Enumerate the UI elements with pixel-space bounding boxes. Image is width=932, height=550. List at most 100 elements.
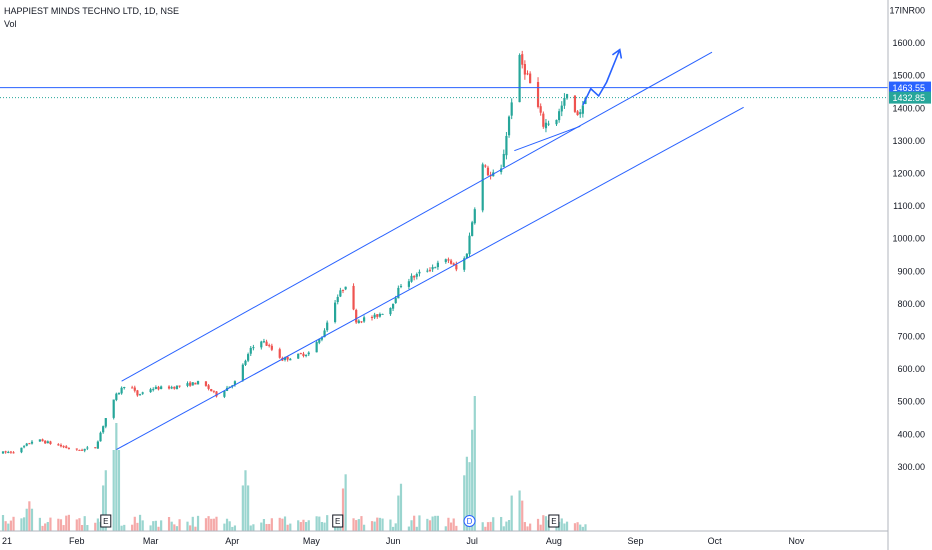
- candle-body: [536, 82, 540, 107]
- y-tick-label: 800.00: [897, 299, 925, 309]
- candle-body: [352, 285, 355, 310]
- candle-body: [307, 352, 310, 355]
- volume-bar: [518, 490, 521, 531]
- candle-body: [94, 447, 97, 449]
- volume-bar: [67, 514, 70, 531]
- volume-bar: [315, 516, 318, 531]
- volume-bar: [302, 519, 305, 531]
- y-tick-label: 500.00: [897, 397, 925, 407]
- volume-bar: [576, 522, 579, 531]
- volume-bar: [410, 520, 413, 531]
- candle-body: [326, 322, 329, 331]
- volume-bar: [136, 522, 139, 531]
- price-tag: [889, 91, 931, 104]
- candle-body: [260, 341, 263, 348]
- volume-bar: [542, 515, 545, 531]
- volume-bar: [539, 524, 542, 531]
- volume-bar: [344, 474, 347, 531]
- candle-body: [507, 116, 511, 136]
- volume-bar: [186, 521, 189, 531]
- volume-bar: [579, 524, 582, 531]
- volume-bar: [249, 525, 252, 531]
- volume-bar: [260, 522, 263, 531]
- candle-body: [44, 440, 47, 444]
- volume-bar: [133, 516, 136, 531]
- earnings-marker-label: E: [551, 517, 556, 526]
- candle-body: [315, 342, 318, 353]
- volume-bar: [355, 520, 358, 531]
- volume-bar: [265, 523, 268, 531]
- volume-bar: [381, 518, 384, 531]
- y-tick-label: 1100.00: [893, 201, 925, 211]
- volume-bar: [28, 501, 31, 531]
- candle-body: [196, 381, 200, 385]
- candle-body: [86, 447, 89, 449]
- x-tick-label: Feb: [69, 536, 85, 546]
- earnings-marker: [100, 514, 112, 528]
- candle-body: [389, 307, 392, 315]
- candle-body: [376, 314, 379, 317]
- candle-body: [431, 267, 434, 270]
- channel-upper-line: [121, 51, 713, 382]
- candle-body: [362, 317, 366, 322]
- volume-bar: [152, 521, 155, 531]
- y-tick-label: 1000.00: [892, 234, 925, 244]
- volume-bar: [510, 495, 513, 531]
- y-tick-label: 700.00: [897, 332, 925, 342]
- candle-body: [360, 321, 363, 323]
- candle-body: [104, 418, 107, 427]
- volume-bar: [523, 522, 526, 531]
- candle-body: [444, 259, 447, 262]
- candle-body: [333, 302, 337, 323]
- volume-bar: [30, 508, 34, 531]
- trend-drawings[interactable]: [0, 48, 888, 451]
- volume-bar: [286, 524, 289, 531]
- volume-bar: [25, 508, 28, 531]
- candle-body: [428, 269, 432, 271]
- candle-body: [65, 446, 68, 448]
- volume-bar: [449, 522, 453, 531]
- x-tick-label: Jun: [386, 536, 401, 546]
- candle-body: [344, 286, 347, 290]
- volume-bar: [581, 526, 584, 531]
- candle-body: [449, 260, 453, 264]
- volume-bar: [191, 516, 194, 531]
- candle-body: [30, 441, 34, 444]
- volume-bar: [252, 524, 255, 531]
- volume-bar: [391, 526, 395, 531]
- volume-bar: [173, 524, 176, 531]
- candle-body: [418, 271, 421, 274]
- candle-body: [283, 357, 287, 360]
- volume-bar: [584, 524, 587, 531]
- volume-bar: [436, 515, 439, 531]
- candle-body: [399, 285, 403, 287]
- volume-bar: [473, 396, 476, 531]
- candle-body: [394, 298, 397, 304]
- volume-bar: [468, 462, 471, 531]
- candle-body: [212, 390, 215, 392]
- candle-body: [178, 385, 181, 387]
- candle-body: [391, 303, 395, 309]
- candle-body: [99, 432, 102, 442]
- volume-bar: [104, 470, 107, 531]
- candle-body: [473, 209, 476, 224]
- volume-bar: [521, 500, 524, 531]
- volume-bar: [131, 524, 134, 531]
- candlesticks: [1, 50, 587, 454]
- volume-bar: [212, 518, 215, 531]
- volume-bar: [444, 526, 447, 531]
- volume-bar: [44, 523, 47, 531]
- candle-body: [186, 383, 189, 386]
- candle-body: [189, 382, 192, 386]
- y-tick-label: 400.00: [897, 429, 925, 439]
- volume-bar: [233, 525, 237, 531]
- volume-bar: [112, 450, 115, 531]
- candle-body: [223, 391, 226, 397]
- x-tick-label: Sep: [628, 536, 644, 546]
- candle-body: [194, 382, 197, 385]
- candle-body: [215, 391, 218, 397]
- volume-bar: [75, 519, 78, 531]
- volume-bar: [428, 520, 432, 531]
